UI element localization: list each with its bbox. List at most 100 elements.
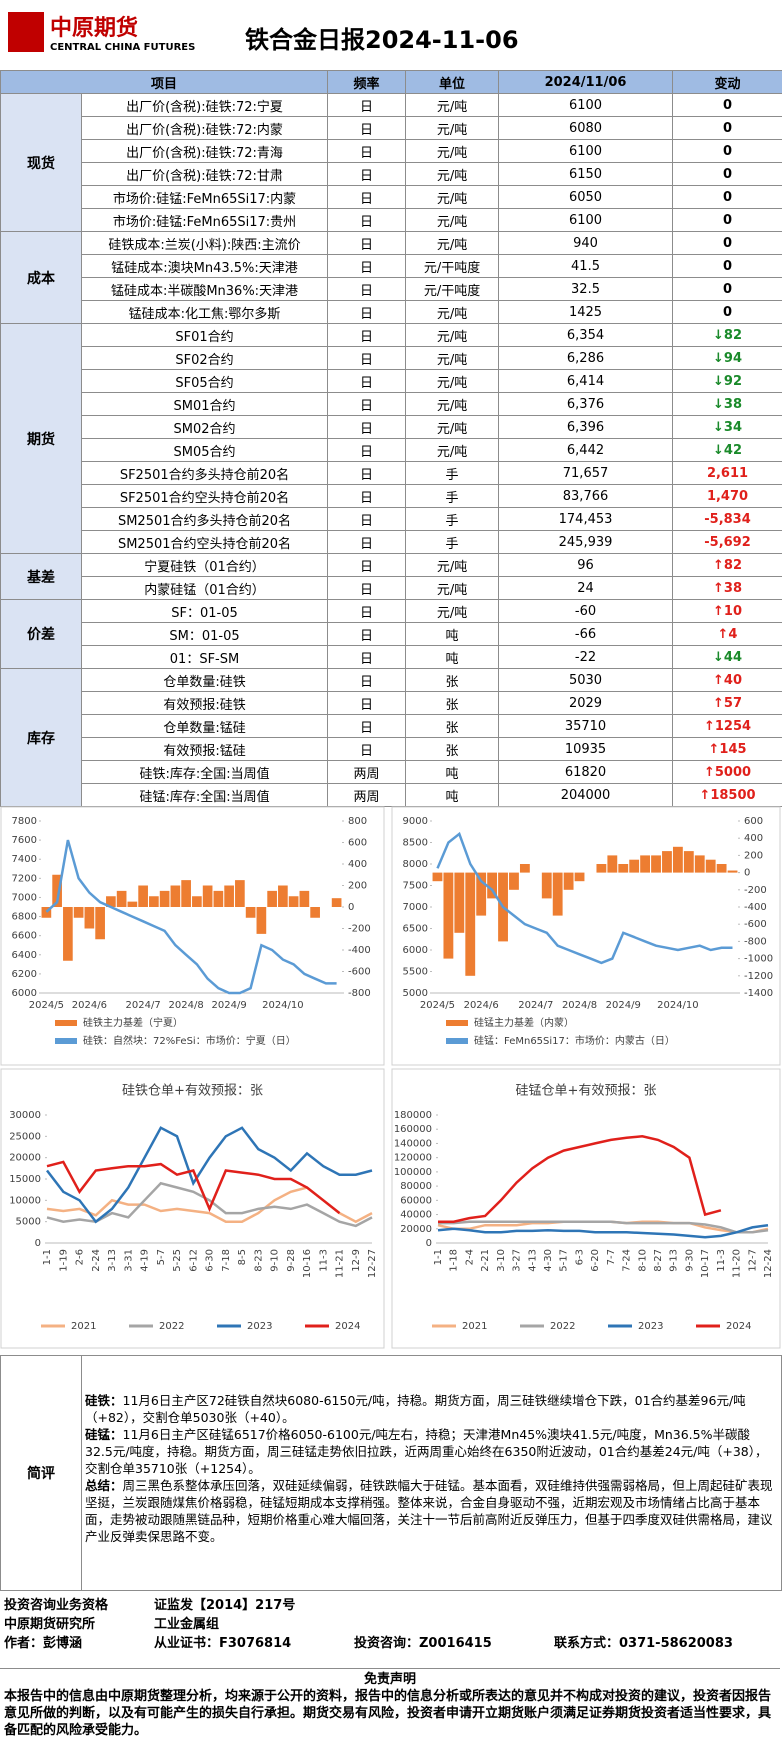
table-cell: SF01合约 — [80, 323, 329, 347]
y2-tick-label: -1400 — [744, 988, 773, 999]
table-cell: 元/干吨度 — [405, 277, 500, 301]
y-tick-label: 160000 — [394, 1124, 432, 1135]
y-tick-label: 80000 — [400, 1181, 432, 1192]
legend-label: 2024 — [726, 1321, 751, 1332]
table-cell: 元/吨 — [405, 162, 500, 186]
table-cell: 元/吨 — [405, 576, 500, 600]
x-tick-label: 12-9 — [351, 1249, 362, 1272]
table-row: SF2501合约多头持仓前20名日手 71,657 2,611 — [1, 461, 782, 485]
table-cell: 204000 — [498, 783, 674, 807]
legend-label: 2022 — [159, 1321, 184, 1332]
table-row: SM2501合约空头持仓前20名日手 245,939 -5,692 — [1, 530, 782, 554]
bar — [235, 880, 245, 907]
table-cell: ↓82 — [672, 323, 782, 347]
table-row: SF05合约日元/吨 6,414 ↓92 — [1, 369, 782, 393]
table-row: 出厂价(含税):硅铁:72:青海日元/吨 6100 0 — [1, 139, 782, 163]
x-tick-label: 2024/8 — [169, 1000, 204, 1011]
table-cell: ↓42 — [672, 438, 782, 462]
table-cell: ↑10 — [672, 599, 782, 623]
table-row: 锰硅成本:化工焦:鄂尔多斯日元/吨 1425 0 — [1, 300, 782, 324]
legend-label: 2024 — [335, 1321, 360, 1332]
table-cell: 张 — [405, 668, 500, 692]
disclaimer: 免责声明 本报告中的信息由中原期货整理分析，均来源于公开的资料，报告中的信息分析… — [0, 1668, 780, 1755]
table-cell: SF05合约 — [80, 369, 329, 393]
table-cell: 内蒙硅锰（01合约） — [80, 576, 329, 600]
bar — [299, 890, 310, 907]
group-cell: 期货 — [0, 323, 82, 554]
y-tick-label: 6000 — [12, 988, 37, 999]
charts: 6000620064006600680070007200740076007800… — [0, 806, 781, 1349]
bar — [683, 851, 694, 873]
bar — [607, 855, 618, 873]
table-row: 市场价:硅锰:FeMn65Si17:内蒙日元/吨 6050 0 — [1, 185, 782, 209]
bar — [476, 872, 487, 916]
bar — [138, 885, 148, 907]
table-row: 有效预报:锰硅日张 10935 ↑145 — [1, 737, 782, 761]
footer-text: 作者：彭博涵 — [4, 1636, 83, 1651]
table-cell: ↑82 — [672, 553, 782, 577]
bar — [694, 855, 705, 873]
group-cell: 库存 — [0, 668, 82, 807]
x-tick-label: 2024/7 — [518, 1000, 553, 1011]
x-tick-label: 6-20 — [590, 1249, 601, 1272]
table-cell: 元/吨 — [405, 599, 500, 623]
legend-swatch — [55, 1038, 77, 1044]
header-row: 项目 频率 单位 2024/11/06 变动 — [0, 70, 782, 94]
table-cell: 6100 — [498, 93, 674, 117]
x-tick-label: 11-3 — [318, 1249, 329, 1272]
table-cell: SF02合约 — [80, 346, 329, 370]
table-cell: 6,354 — [498, 323, 674, 347]
y-tick-label: 6600 — [12, 931, 37, 942]
table-cell: 6050 — [498, 185, 674, 209]
y2-tick-label: -800 — [348, 988, 371, 999]
table-cell: SM：01-05 — [80, 622, 329, 646]
y-tick-label: 120000 — [394, 1153, 432, 1164]
panel — [391, 1068, 781, 1349]
y-tick-label: 30000 — [9, 1110, 41, 1121]
y-tick-label: 20000 — [9, 1153, 41, 1164]
x-tick-label: 8-5 — [237, 1249, 248, 1265]
line — [436, 831, 733, 965]
table-cell: 张 — [405, 714, 500, 738]
y-tick-label: 60000 — [400, 1195, 432, 1206]
table-row: 有效预报:硅铁日张 2029 ↑57 — [1, 691, 782, 715]
bar — [181, 880, 191, 907]
y-tick-label: 7200 — [12, 873, 37, 884]
y-tick-label: 180000 — [394, 1110, 432, 1121]
x-tick-label: 7-24 — [622, 1249, 633, 1272]
table-cell: ↑40 — [672, 668, 782, 692]
bar — [95, 907, 105, 940]
table-cell: 元/吨 — [405, 415, 500, 439]
y2-tick-label: -400 — [348, 945, 371, 956]
table-cell: 0 — [672, 162, 782, 186]
x-tick-label: 10-16 — [302, 1249, 313, 1278]
y-tick-label: 25000 — [9, 1131, 41, 1142]
x-tick-label: 12-24 — [763, 1249, 774, 1278]
x-tick-label: 2024/9 — [212, 1000, 247, 1011]
table-cell: 日 — [327, 599, 407, 623]
bar — [52, 874, 62, 907]
x-tick-label: 9-30 — [684, 1249, 695, 1272]
commentary: 简评 硅铁：11月6日主产区72硅铁自然块6080-6150元/吨，持稳。期货方… — [0, 1355, 782, 1591]
table-cell: 6,442 — [498, 438, 674, 462]
bar — [159, 890, 170, 907]
table-cell: 日 — [327, 162, 407, 186]
table-cell: 硅锰:库存:全国:当周值 — [80, 783, 329, 807]
table-row: 期货 SF01合约日元/吨 6,354 ↓82 — [0, 323, 782, 554]
commentary-label: 简评 — [1, 1356, 82, 1590]
y-tick-label: 10000 — [9, 1195, 41, 1206]
paragraph-label: 硅铁： — [85, 1393, 123, 1408]
x-tick-label: 2024/10 — [657, 1000, 699, 1011]
table-cell: 01：SF-SM — [80, 645, 329, 669]
line — [438, 1135, 722, 1223]
footer-text: 投资咨询业务资格 — [4, 1598, 109, 1613]
x-tick-label: 5-17 — [559, 1249, 570, 1272]
table-cell: 日 — [327, 323, 407, 347]
table-row: SM01合约日元/吨 6,376 ↓38 — [1, 392, 782, 416]
x-tick-label: 3-31 — [123, 1249, 134, 1272]
bar — [519, 864, 530, 873]
table-cell: 0 — [672, 116, 782, 140]
y2-tick-label: 0 — [744, 868, 750, 879]
bar — [552, 872, 563, 916]
y-tick-label: 40000 — [400, 1210, 432, 1221]
